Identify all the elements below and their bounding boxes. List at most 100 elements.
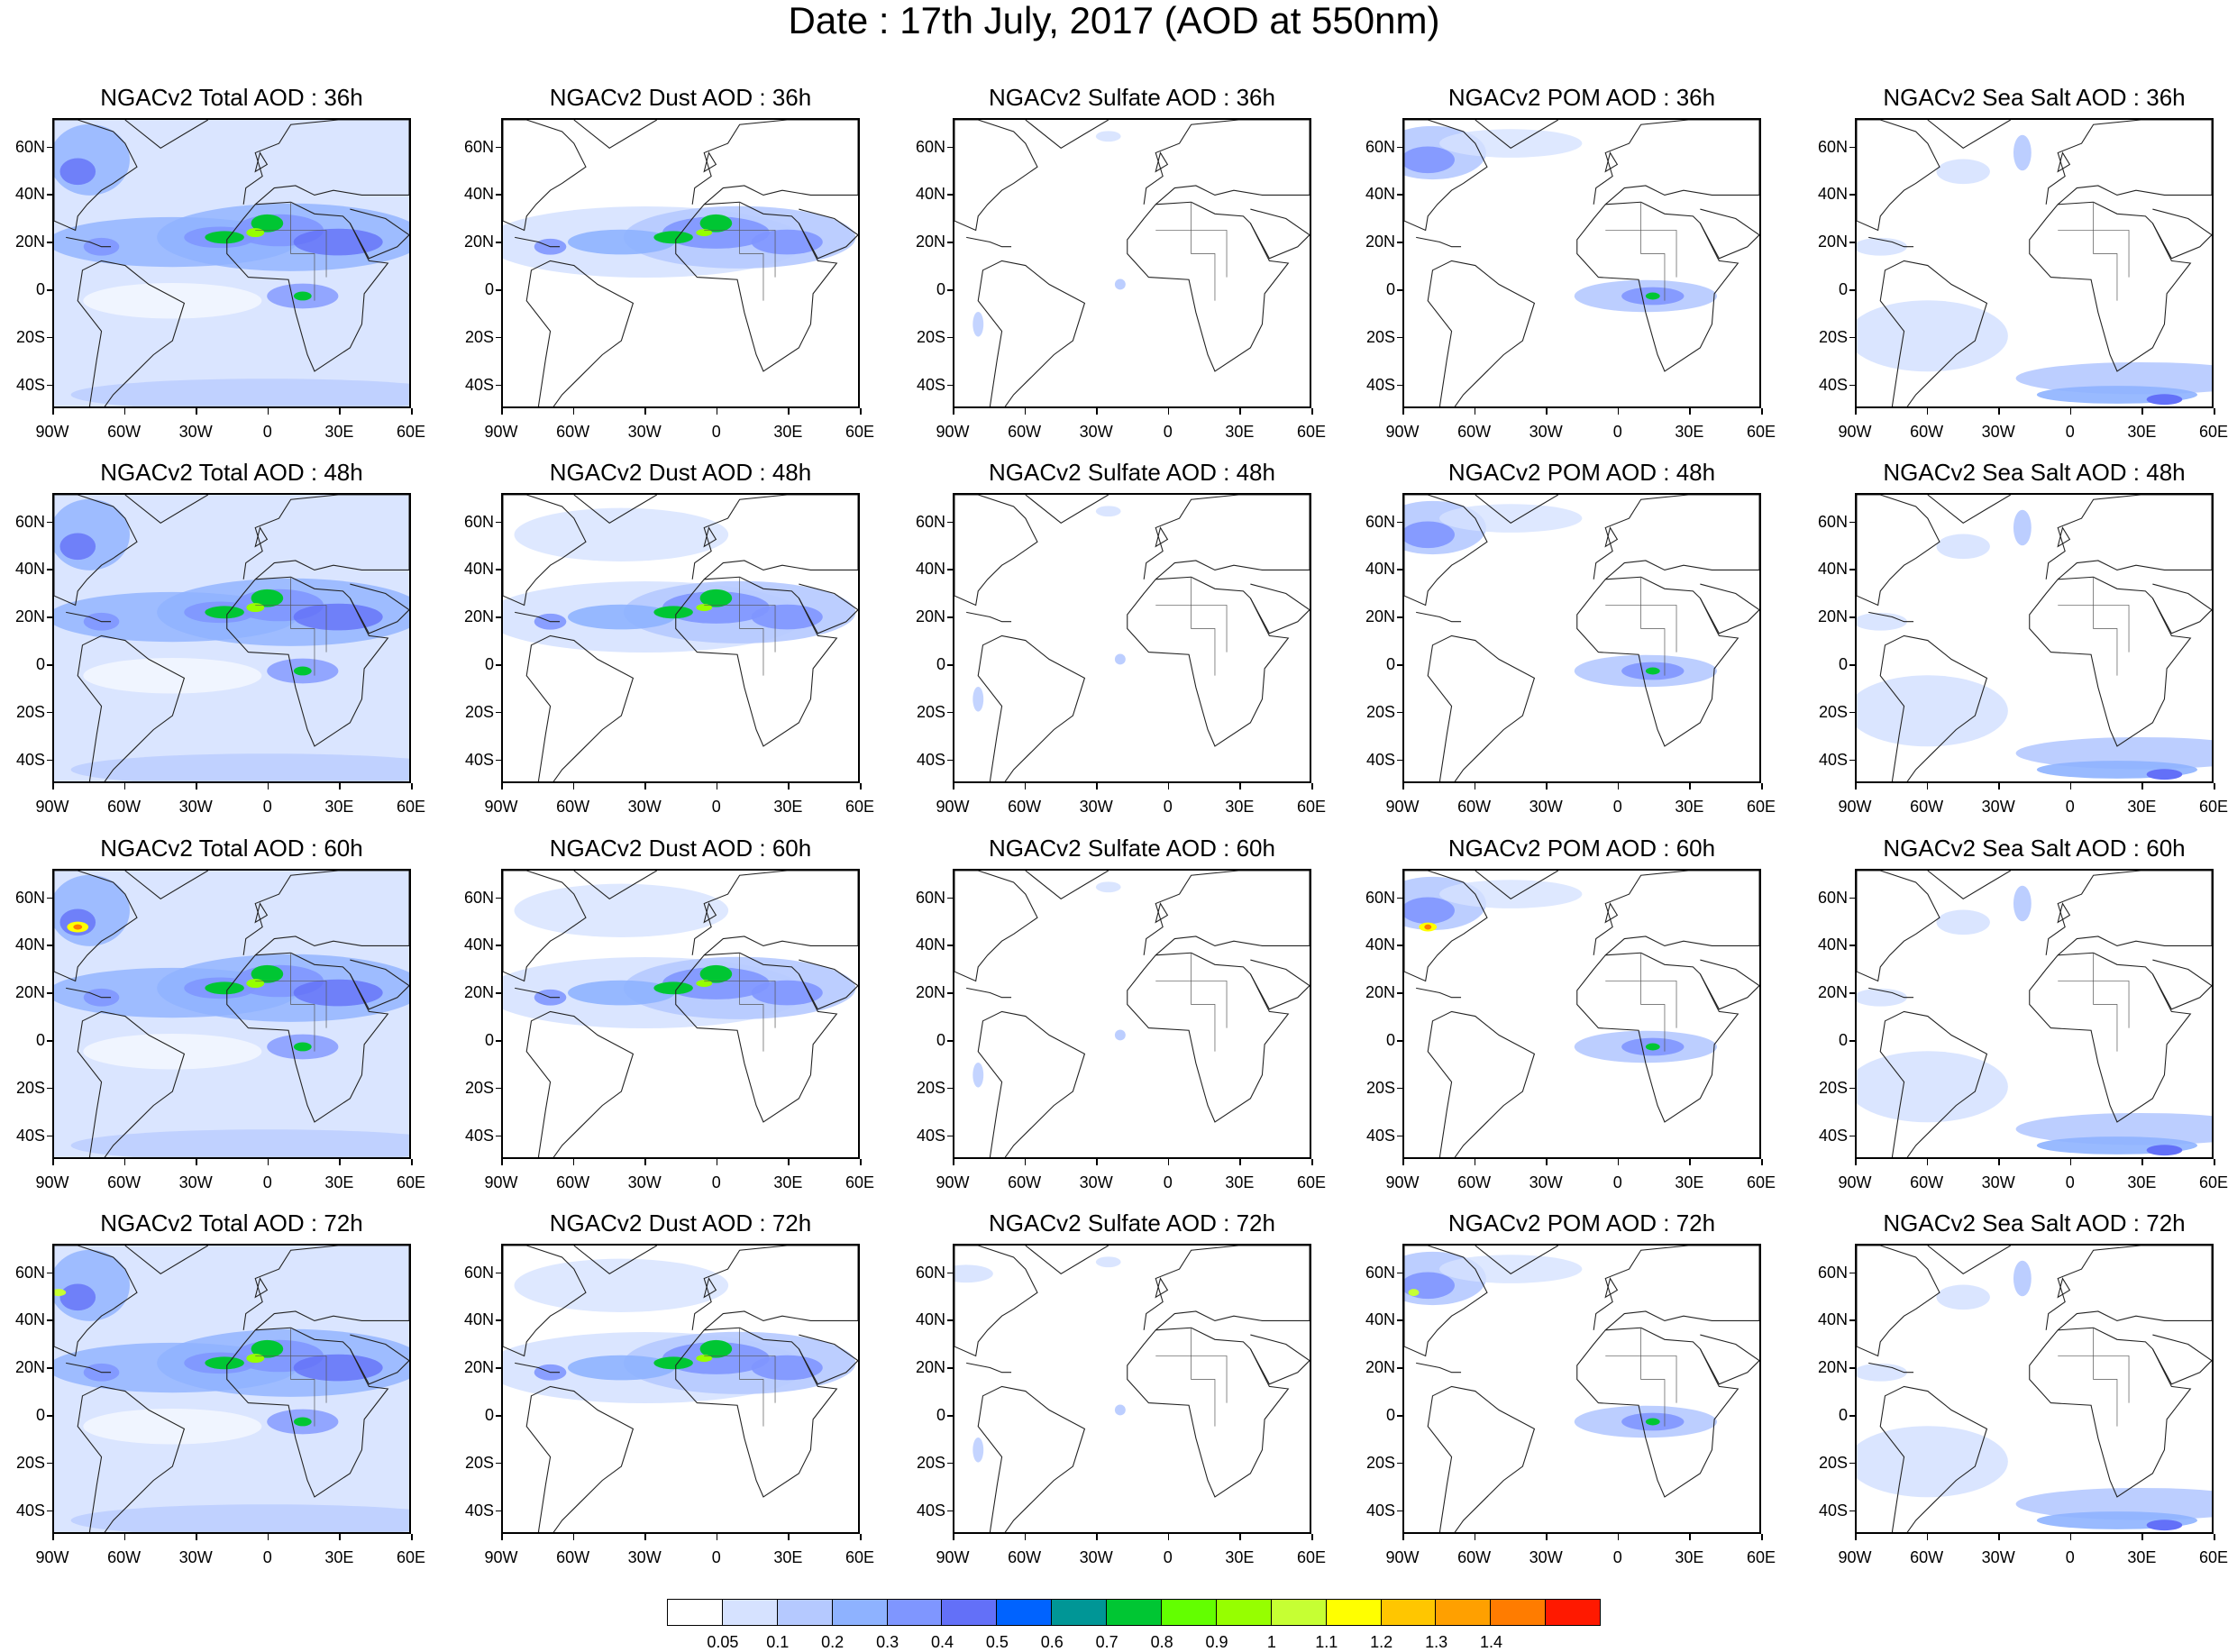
lon-tick-label: 30W	[627, 423, 662, 441]
lon-tick	[1546, 783, 1548, 789]
lon-tick-label: 0	[262, 423, 272, 441]
lon-tick	[1167, 1534, 1170, 1540]
lon-tick	[1239, 1534, 1241, 1540]
lon-tick-label: 90W	[1838, 1173, 1872, 1191]
lat-tick	[496, 759, 501, 762]
lat-tick-label: 0	[484, 1406, 494, 1425]
lon-tick-label: 60W	[556, 1548, 590, 1566]
lon-tick	[953, 783, 954, 789]
lon-tick-label: 60W	[1008, 1173, 1042, 1191]
lat-tick-label: 60N	[463, 1263, 494, 1282]
lat-tick-label: 20S	[464, 327, 494, 346]
lon-tick-label: 60W	[1910, 423, 1944, 441]
colorbar-label: 0.05	[707, 1633, 739, 1651]
lon-tick-label: 90W	[936, 1548, 970, 1566]
lat-tick-label: 0	[35, 280, 45, 299]
aod-map	[1404, 120, 1759, 406]
map-panel-sulfate	[953, 493, 1311, 783]
lat-tick-label: 0	[35, 1406, 45, 1425]
lat-tick-label: 20S	[1365, 1453, 1395, 1472]
aod-map	[1857, 120, 2212, 406]
lat-tick-label: 20S	[1818, 702, 1848, 721]
colorbar-swatch	[1325, 1599, 1382, 1626]
lat-tick-label: 60N	[1365, 512, 1395, 531]
lat-tick-label: 40N	[463, 185, 494, 204]
lat-tick-label: 20S	[464, 1078, 494, 1097]
lat-tick-label: 60N	[915, 1263, 945, 1282]
lon-tick-label: 90W	[35, 1173, 69, 1191]
colorbar-label: 0.6	[1040, 1633, 1064, 1651]
map-panel-seasalt	[1855, 869, 2214, 1159]
lon-tick	[501, 783, 503, 789]
lon-tick-label: 30W	[1079, 1173, 1113, 1191]
lat-tick-label: 60N	[1817, 512, 1848, 531]
lon-tick-label: 30E	[1225, 798, 1255, 816]
map-panel-total	[52, 1244, 411, 1534]
colorbar-label: 0.3	[876, 1633, 899, 1651]
lon-tick	[1998, 1159, 2000, 1165]
lat-tick	[47, 1135, 52, 1137]
lon-tick-label: 90W	[936, 1173, 970, 1191]
lat-tick-label: 40N	[1365, 560, 1395, 579]
colorbar-swatch	[996, 1599, 1053, 1626]
map-panel-pom	[1402, 869, 1761, 1159]
lat-tick-label: 40S	[1365, 1501, 1395, 1520]
lat-tick-label: 20S	[1818, 1078, 1848, 1097]
lon-tick	[644, 1159, 646, 1165]
colorbar-swatch	[886, 1599, 943, 1626]
lon-tick	[339, 1534, 341, 1540]
lon-tick-label: 30W	[178, 1173, 213, 1191]
lat-tick	[947, 759, 953, 762]
lon-tick	[1239, 1159, 1241, 1165]
lat-tick	[496, 336, 501, 339]
lon-tick-label: 90W	[1838, 1548, 1872, 1566]
colorbar-swatch	[1435, 1599, 1492, 1626]
map-panel-pom	[1402, 493, 1761, 783]
lat-tick	[47, 711, 52, 714]
colorbar-swatch	[721, 1599, 778, 1626]
aod-map	[1857, 1246, 2212, 1532]
lon-tick-label: 0	[262, 1173, 272, 1191]
lon-tick-label: 0	[1612, 1173, 1622, 1191]
lat-tick	[496, 992, 501, 994]
panel-title: NGACv2 Sea Salt AOD : 36h	[1883, 84, 2186, 111]
lon-tick	[1096, 408, 1098, 415]
lon-tick-label: 60W	[107, 1548, 142, 1566]
lat-tick	[1849, 1510, 1855, 1512]
colorbar-label: 0.7	[1095, 1633, 1119, 1651]
lon-tick-label: 0	[1612, 423, 1622, 441]
lat-tick	[496, 1462, 501, 1465]
lat-tick	[1849, 759, 1855, 762]
lat-tick-label: 60N	[463, 512, 494, 531]
lon-tick	[1167, 783, 1170, 789]
lon-tick-label: 0	[711, 798, 721, 816]
lat-tick-label: 40S	[15, 375, 45, 394]
lon-tick	[953, 1159, 954, 1165]
lon-tick-label: 90W	[936, 423, 970, 441]
lon-tick	[572, 408, 575, 415]
colorbar	[667, 1599, 1602, 1626]
lat-tick	[1849, 897, 1855, 899]
aod-map	[1857, 871, 2212, 1157]
colorbar-label: 0.9	[1205, 1633, 1228, 1651]
lon-tick	[501, 408, 503, 415]
lon-tick-label: 90W	[35, 423, 69, 441]
lat-tick	[47, 1510, 52, 1512]
lon-tick	[788, 1159, 790, 1165]
lon-tick	[501, 1159, 503, 1165]
lat-tick	[1397, 336, 1402, 339]
lon-tick	[1617, 783, 1620, 789]
lat-tick	[47, 992, 52, 994]
lat-tick-label: 20S	[1818, 327, 1848, 346]
lon-tick-label: 30E	[773, 1173, 803, 1191]
lat-tick-label: 20N	[915, 983, 945, 1002]
lon-tick	[572, 783, 575, 789]
panel-title: NGACv2 Dust AOD : 48h	[549, 459, 812, 486]
lon-tick-label: 60W	[1457, 423, 1492, 441]
aod-map	[54, 120, 409, 406]
lat-tick	[496, 664, 501, 666]
lon-tick	[1855, 408, 1857, 415]
lat-tick	[496, 194, 501, 196]
lon-tick-label: 30E	[773, 423, 803, 441]
lat-tick	[496, 945, 501, 946]
